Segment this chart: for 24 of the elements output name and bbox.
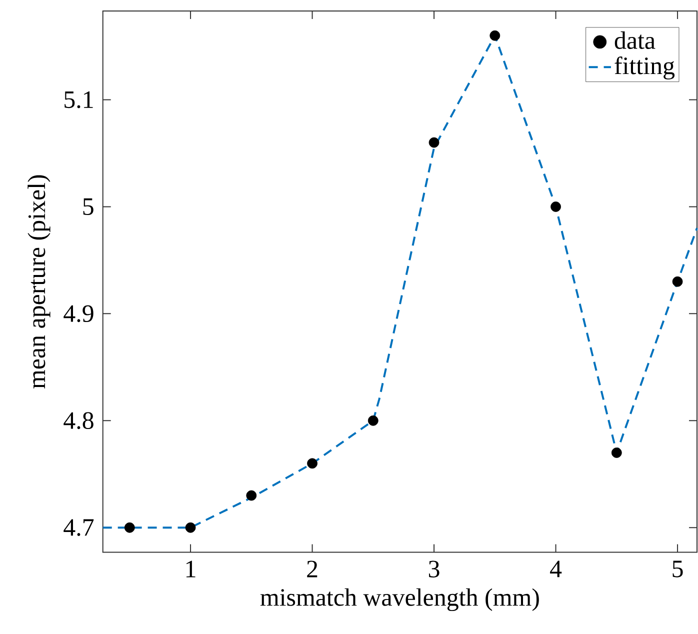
- x-axis-title: mismatch wavelength (mm): [260, 588, 539, 612]
- x-tick-label: 1: [186, 560, 196, 578]
- x-tick-label: 2: [307, 560, 318, 578]
- legend-label: data: [614, 31, 656, 49]
- y-tick-label: 4.9: [64, 305, 94, 322]
- legend-label: fitting: [614, 56, 675, 80]
- point: [490, 30, 500, 41]
- y-tick-label: 4.8: [64, 412, 94, 430]
- point: [246, 490, 257, 501]
- y-axis-title: mean aperture (pixel): [28, 175, 50, 388]
- x-tick-label: 3: [428, 560, 440, 578]
- point: [428, 137, 440, 148]
- point: [550, 201, 561, 212]
- point: [672, 276, 683, 287]
- point: [124, 522, 135, 533]
- point: [307, 458, 318, 469]
- x-tick-label: 5: [672, 560, 683, 578]
- point: [611, 448, 622, 458]
- y-tick-label: 4.7: [64, 519, 94, 536]
- y-tick-label: 5.1: [64, 91, 93, 108]
- x-tick-label: 4: [550, 560, 562, 578]
- point: [185, 522, 196, 533]
- y-tick-label: 5: [83, 198, 94, 215]
- point: [368, 415, 378, 426]
